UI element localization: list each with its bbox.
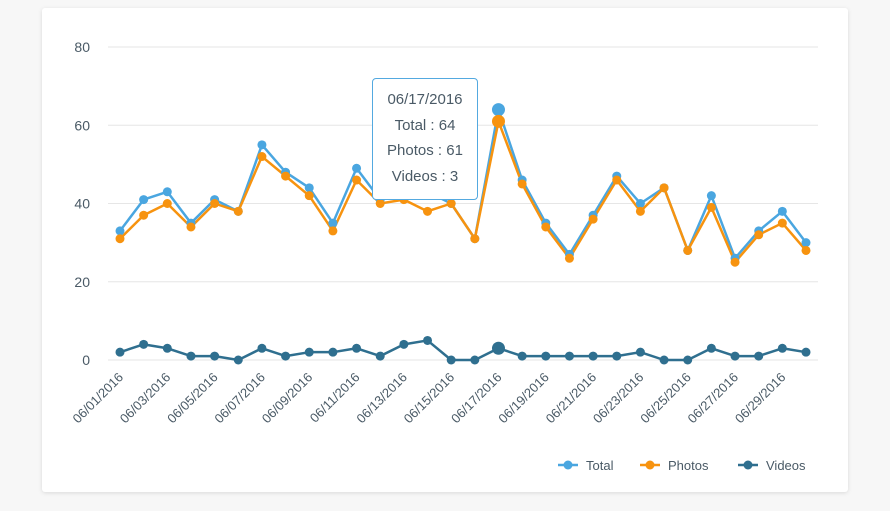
data-point-videos xyxy=(612,351,622,361)
tooltip-videos: Videos : 3 xyxy=(391,167,459,185)
data-point-videos xyxy=(115,347,125,357)
data-point-videos xyxy=(564,351,574,361)
data-point-photos xyxy=(564,253,574,263)
data-point-videos xyxy=(777,343,787,353)
data-point-videos xyxy=(210,351,220,361)
data-point-videos xyxy=(281,351,291,361)
data-point-total xyxy=(115,226,125,236)
y-tick-label: 40 xyxy=(74,196,90,212)
data-point-photos xyxy=(588,214,598,224)
x-tick-label: 06/09/2016 xyxy=(259,370,316,427)
data-point-videos xyxy=(446,355,456,365)
data-point-photos xyxy=(683,245,693,255)
data-point-photos xyxy=(139,210,149,220)
data-point-total xyxy=(257,140,267,150)
data-point-photos xyxy=(375,199,385,208)
data-point-photos xyxy=(730,257,740,267)
data-point-total xyxy=(328,218,338,228)
data-point-photos xyxy=(470,234,480,244)
data-point-photos xyxy=(186,222,196,232)
data-point-photos xyxy=(635,206,645,216)
data-point-videos xyxy=(801,347,811,357)
data-point-videos xyxy=(730,351,740,361)
legend-label-total: Total xyxy=(586,458,614,473)
tooltip-date: 06/17/2016 xyxy=(387,91,463,108)
data-point-videos xyxy=(375,351,385,361)
y-tick-label: 80 xyxy=(74,39,90,55)
series-points xyxy=(115,103,811,365)
data-point-videos xyxy=(257,343,267,353)
data-point-videos xyxy=(470,355,480,365)
y-tick-label: 20 xyxy=(74,274,90,290)
data-point-photos xyxy=(706,202,716,212)
x-tick-label: 06/29/2016 xyxy=(732,370,789,427)
data-point-total xyxy=(162,187,172,197)
data-point-videos xyxy=(491,341,505,355)
legend-label-photos: Photos xyxy=(668,458,709,473)
y-axis-ticks: 0 20 40 60 80 xyxy=(74,39,90,368)
legend-label-videos: Videos xyxy=(766,458,806,473)
data-point-total xyxy=(352,163,362,173)
data-point-photos xyxy=(659,183,669,193)
data-point-videos xyxy=(233,355,243,365)
data-point-total xyxy=(491,103,505,117)
x-axis-ticks: 06/01/201606/03/201606/05/201606/07/2016… xyxy=(69,370,788,427)
data-point-videos xyxy=(304,347,314,357)
data-point-photos xyxy=(612,175,622,185)
data-point-photos xyxy=(115,234,125,244)
data-point-videos xyxy=(399,339,409,349)
data-point-photos xyxy=(233,206,243,216)
tooltip-total: Total : 64 xyxy=(394,116,456,134)
legend-marker-photos xyxy=(645,460,655,470)
data-point-videos xyxy=(635,347,645,357)
series-line-videos xyxy=(119,339,807,362)
data-point-videos xyxy=(659,355,669,365)
data-point-videos xyxy=(186,351,196,361)
data-point-videos xyxy=(162,343,172,353)
data-point-videos xyxy=(517,351,527,361)
data-point-photos xyxy=(777,218,787,228)
data-point-photos xyxy=(210,199,220,208)
legend: Total Photos Videos xyxy=(558,458,806,473)
data-point-total xyxy=(635,199,645,208)
data-point-photos xyxy=(328,226,338,236)
data-point-videos xyxy=(754,351,764,361)
data-point-videos xyxy=(706,343,716,353)
data-point-total xyxy=(777,206,787,216)
data-point-photos xyxy=(352,175,362,185)
data-point-photos xyxy=(281,171,291,181)
y-tick-label: 60 xyxy=(74,117,90,133)
data-point-photos xyxy=(257,152,267,162)
data-point-photos xyxy=(541,222,551,232)
data-point-videos xyxy=(352,343,362,353)
hover-tooltip: 06/17/2016 Total : 64 Photos : 61 Videos… xyxy=(372,78,478,200)
data-point-photos xyxy=(423,206,433,216)
data-point-photos xyxy=(304,191,314,201)
data-point-total xyxy=(706,191,716,201)
legend-marker-total xyxy=(563,460,573,470)
data-point-videos xyxy=(683,355,693,365)
tooltip-photos: Photos : 61 xyxy=(387,142,463,159)
data-point-videos xyxy=(328,347,338,357)
data-point-total xyxy=(139,195,149,205)
data-point-total xyxy=(304,183,314,193)
data-point-videos xyxy=(423,335,433,345)
y-tick-label: 0 xyxy=(82,352,90,368)
data-point-photos xyxy=(162,199,172,208)
data-point-photos xyxy=(491,114,505,128)
data-point-photos xyxy=(517,179,527,189)
legend-marker-videos xyxy=(743,460,753,470)
data-point-photos xyxy=(446,199,456,208)
data-point-videos xyxy=(541,351,551,361)
data-point-photos xyxy=(754,230,764,240)
data-point-photos xyxy=(801,245,811,255)
data-point-total xyxy=(801,238,811,248)
data-point-videos xyxy=(588,351,598,361)
data-point-videos xyxy=(139,339,149,349)
